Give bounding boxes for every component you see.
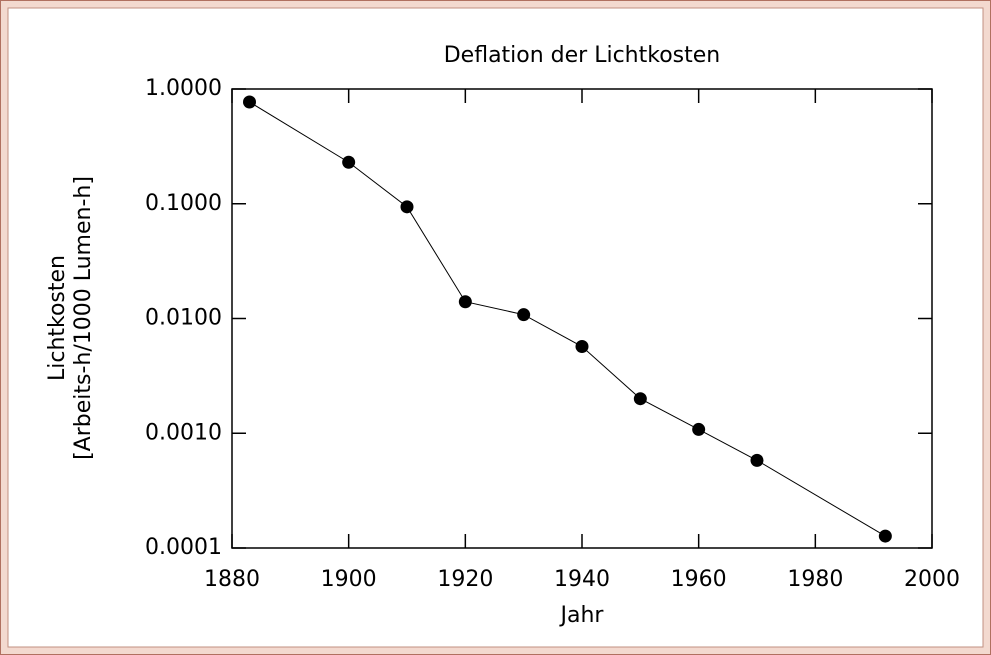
x-tick-label: 1900 xyxy=(321,567,377,592)
marker xyxy=(692,422,706,436)
chart-title: Deflation der Lichtkosten xyxy=(444,43,721,68)
y-axis-label: Lichtkosten [Arbeits-h/1000 Lumen-h] xyxy=(45,176,96,460)
marker xyxy=(633,392,647,406)
y-axis-label-line: Lichtkosten xyxy=(45,255,70,381)
y-tick-label: 0.0001 xyxy=(145,535,222,560)
marker xyxy=(517,308,531,322)
marker xyxy=(243,95,256,109)
marker xyxy=(342,155,356,169)
y-tick-label: 1.0000 xyxy=(145,76,222,101)
y-tick-label: 0.0100 xyxy=(145,306,222,331)
marker xyxy=(400,200,414,214)
x-tick-label: 2000 xyxy=(904,567,960,592)
marker xyxy=(878,529,892,543)
x-tick-label: 1940 xyxy=(554,567,610,592)
x-axis-label: Jahr xyxy=(559,603,605,628)
y-axis-label-line: [Arbeits-h/1000 Lumen-h] xyxy=(71,176,96,460)
x-tick-label: 1920 xyxy=(437,567,493,592)
x-tick-label: 1980 xyxy=(787,567,843,592)
panel xyxy=(7,7,984,648)
x-tick-label: 1880 xyxy=(204,567,260,592)
line xyxy=(249,101,886,537)
marker xyxy=(458,295,472,309)
marker xyxy=(575,340,589,354)
x-tick-label: 1960 xyxy=(671,567,727,592)
y-tick-label: 0.0010 xyxy=(145,420,222,445)
y-tick-label: 0.1000 xyxy=(145,191,222,216)
marker xyxy=(750,453,764,467)
